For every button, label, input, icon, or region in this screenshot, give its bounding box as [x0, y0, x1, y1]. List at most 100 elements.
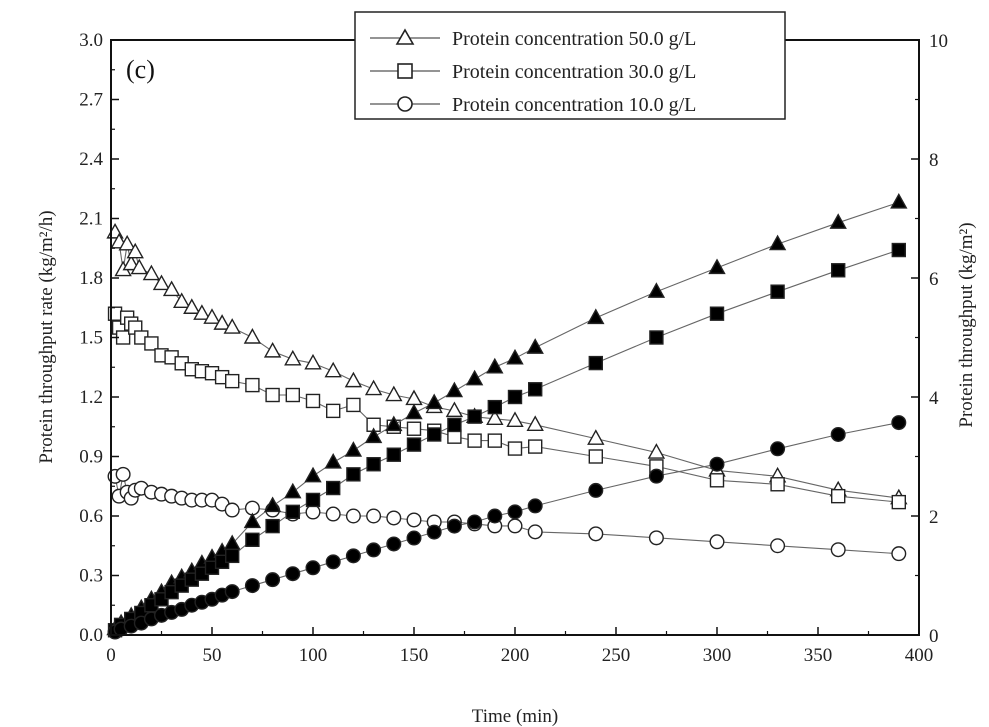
circle-point	[830, 542, 846, 558]
square-point	[406, 421, 422, 436]
legend-label-50: Protein concentration 50.0 g/L	[452, 28, 696, 50]
triangle-point	[364, 379, 383, 396]
triangle-point	[223, 318, 241, 334]
x-axis-title: Time (min)	[472, 706, 558, 727]
triangle-point	[425, 393, 443, 410]
triangle-point	[486, 409, 504, 426]
triangle-point	[203, 308, 221, 324]
y-right-tick-label: 2	[929, 507, 939, 528]
triangle-point	[130, 258, 148, 275]
square-point	[467, 409, 482, 424]
square-point	[366, 457, 381, 472]
triangle-point	[385, 385, 403, 402]
legend-box	[354, 11, 786, 120]
y-left-tick-label: 2.7	[79, 90, 103, 111]
square-point	[427, 427, 442, 442]
triangle-point	[506, 411, 524, 427]
y-left-tick-label: 3.0	[79, 30, 103, 51]
triangle-point	[445, 401, 464, 418]
triangle-point	[526, 415, 544, 431]
circle-point	[588, 526, 604, 542]
triangle-point	[506, 348, 524, 365]
series-4	[107, 242, 906, 638]
triangle-point	[142, 264, 161, 281]
y-left-tick-label: 1.2	[79, 387, 103, 408]
circle-point	[527, 498, 543, 514]
triangle-point	[118, 234, 136, 251]
square-point	[447, 417, 462, 433]
square-point	[487, 433, 502, 448]
square-point	[770, 284, 785, 299]
triangle-point	[152, 274, 171, 291]
square-point	[224, 548, 240, 564]
circle-point	[345, 508, 361, 524]
square-point	[224, 373, 240, 389]
square-point	[265, 518, 280, 534]
triangle-point	[647, 443, 666, 459]
square-point	[831, 263, 846, 278]
circle-point	[366, 508, 382, 524]
y-left-tick-label: 0.3	[79, 566, 103, 587]
y-left-tick-label: 1.8	[79, 268, 103, 289]
legend-triangle-marker	[395, 28, 415, 45]
triangle-point	[324, 453, 342, 469]
square-point	[305, 393, 321, 409]
circle-point	[426, 524, 442, 540]
x-tick-label: 350	[804, 645, 833, 666]
triangle-point	[486, 357, 504, 374]
circle-point	[325, 554, 341, 570]
circle-point	[709, 534, 725, 550]
triangle-point	[465, 369, 484, 386]
square-point	[245, 377, 260, 393]
circle-point	[366, 542, 382, 558]
triangle-point	[344, 441, 363, 457]
square-point	[528, 382, 543, 397]
circle-point	[588, 482, 604, 498]
triangle-point	[647, 282, 666, 298]
triangle-point	[587, 429, 605, 445]
circle-point	[325, 506, 341, 522]
square-point	[709, 473, 725, 488]
x-tick-label: 100	[299, 645, 328, 666]
triangle-point	[126, 242, 144, 259]
circle-point	[345, 548, 361, 564]
triangle-point	[183, 298, 201, 314]
legend-label-30: Protein concentration 30.0 g/L	[452, 61, 696, 83]
legend-circle-marker	[397, 96, 413, 112]
square-point	[528, 439, 543, 454]
triangle-point	[708, 258, 726, 275]
triangle-point	[213, 314, 231, 330]
y-left-tick-label: 0.6	[79, 506, 103, 527]
panel-label: (c)	[126, 55, 155, 84]
square-point	[507, 441, 523, 456]
square-point	[285, 504, 300, 520]
circle-point	[648, 530, 664, 546]
y-left-tick-label: 0.0	[79, 625, 103, 646]
triangle-point	[243, 328, 262, 344]
triangle-point	[324, 361, 342, 378]
circle-point	[224, 584, 240, 600]
square-point	[326, 403, 341, 419]
square-point	[891, 494, 906, 510]
square-point	[265, 387, 280, 403]
series-layer	[106, 192, 908, 640]
square-point	[346, 397, 361, 413]
series-5	[107, 415, 907, 640]
circle-point	[406, 530, 422, 546]
square-point	[649, 330, 664, 345]
x-tick-label: 400	[905, 645, 934, 666]
triangle-point	[122, 254, 140, 271]
triangle-point	[344, 371, 363, 388]
circle-point	[527, 524, 543, 540]
legend-square-marker	[397, 63, 413, 79]
y-left-tick-label: 1.5	[79, 328, 103, 349]
square-point	[487, 399, 502, 415]
triangle-point	[890, 192, 908, 209]
circle-point	[507, 504, 523, 520]
triangle-point	[405, 403, 423, 420]
x-tick-label: 0	[106, 645, 116, 666]
circle-point	[305, 560, 321, 576]
triangle-point	[263, 496, 282, 513]
triangle-point	[173, 292, 191, 308]
